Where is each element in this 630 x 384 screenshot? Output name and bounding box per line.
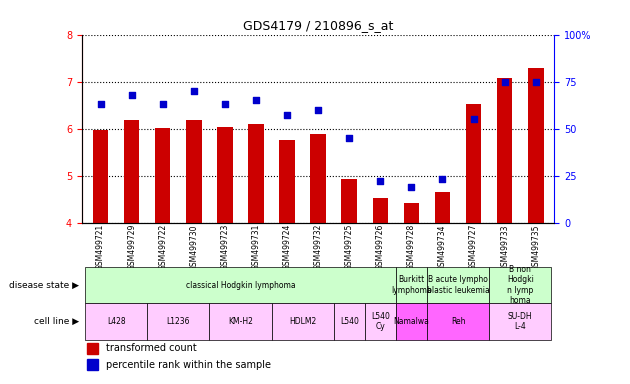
- Bar: [435, 192, 450, 223]
- Text: KM-H2: KM-H2: [228, 317, 253, 326]
- Bar: [87, 343, 98, 354]
- Bar: [272, 303, 334, 340]
- Bar: [85, 303, 147, 340]
- Bar: [396, 303, 427, 340]
- Title: GDS4179 / 210896_s_at: GDS4179 / 210896_s_at: [243, 19, 393, 32]
- Point: [282, 113, 292, 119]
- Bar: [372, 198, 388, 223]
- Point: [469, 116, 479, 122]
- Text: L1236: L1236: [166, 317, 190, 326]
- Point: [96, 101, 106, 107]
- Bar: [489, 267, 551, 303]
- Text: B acute lympho
blastic leukemia: B acute lympho blastic leukemia: [427, 275, 490, 295]
- Point: [158, 101, 168, 107]
- Text: Reh: Reh: [451, 317, 466, 326]
- Point: [127, 92, 137, 98]
- Point: [251, 98, 261, 104]
- Bar: [528, 68, 544, 223]
- Point: [406, 184, 416, 190]
- Bar: [427, 267, 489, 303]
- Bar: [466, 104, 481, 223]
- Point: [313, 107, 323, 113]
- Text: Namalwa: Namalwa: [394, 317, 429, 326]
- Point: [375, 178, 386, 184]
- Text: L540
Cy: L540 Cy: [371, 312, 390, 331]
- Text: Burkitt
lymphoma: Burkitt lymphoma: [391, 275, 432, 295]
- Text: percentile rank within the sample: percentile rank within the sample: [106, 360, 270, 370]
- Point: [220, 101, 230, 107]
- Text: L428: L428: [106, 317, 125, 326]
- Bar: [365, 303, 396, 340]
- Text: classical Hodgkin lymphoma: classical Hodgkin lymphoma: [186, 281, 295, 290]
- Point: [344, 135, 354, 141]
- Bar: [186, 120, 202, 223]
- Point: [437, 176, 447, 182]
- Bar: [85, 267, 396, 303]
- Point: [530, 79, 541, 85]
- Bar: [396, 267, 427, 303]
- Bar: [279, 141, 295, 223]
- Bar: [93, 129, 108, 223]
- Bar: [427, 303, 489, 340]
- Point: [189, 88, 199, 94]
- Text: disease state ▶: disease state ▶: [9, 281, 79, 290]
- Bar: [497, 78, 512, 223]
- Text: B non
Hodgki
n lymp
homa: B non Hodgki n lymp homa: [507, 265, 534, 305]
- Text: transformed count: transformed count: [106, 343, 197, 353]
- Bar: [311, 134, 326, 223]
- Bar: [87, 359, 98, 370]
- Bar: [217, 127, 232, 223]
- Bar: [404, 204, 419, 223]
- Bar: [341, 179, 357, 223]
- Bar: [334, 303, 365, 340]
- Point: [500, 79, 510, 85]
- Bar: [147, 303, 209, 340]
- Bar: [124, 120, 139, 223]
- Bar: [248, 124, 264, 223]
- Bar: [209, 303, 272, 340]
- Text: HDLM2: HDLM2: [289, 317, 316, 326]
- Text: SU-DH
L-4: SU-DH L-4: [508, 312, 532, 331]
- Bar: [155, 128, 171, 223]
- Text: cell line ▶: cell line ▶: [33, 317, 79, 326]
- Text: L540: L540: [340, 317, 358, 326]
- Bar: [489, 303, 551, 340]
